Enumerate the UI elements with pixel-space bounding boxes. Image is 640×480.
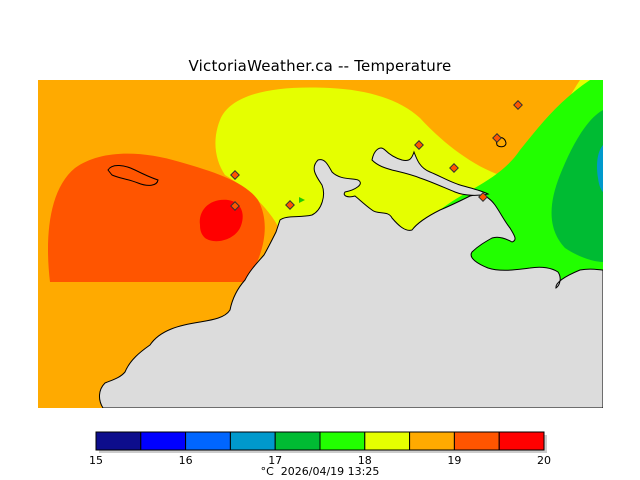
station-marker[interactable] [449,163,459,173]
inlet-coastline [371,147,490,196]
legend-tick-label: 16 [178,454,193,467]
legend-swatch [185,431,231,451]
island [107,165,159,186]
station-marker[interactable] [230,170,240,180]
legend-swatch [409,431,455,451]
temperature-contour-field [38,80,603,408]
legend-swatch [364,431,411,451]
legend-swatch [319,431,366,451]
contour-19-5-20 [199,199,243,242]
station-markers [230,100,523,211]
wind-arrow-marker[interactable] [299,197,305,203]
legend-swatch [274,431,321,451]
contour-19-19-5 [48,153,265,282]
contour-17-17-5 [551,110,603,262]
legend-tick-label: 19 [447,454,462,467]
station-marker[interactable] [492,133,502,143]
station-marker[interactable] [230,201,240,211]
contour-16-5-17 [597,145,603,192]
map-title: VictoriaWeather.ca -- Temperature [188,57,452,75]
map-footer: °C 2026/04/19 13:25 [0,465,640,478]
legend-tick-label: 20 [537,454,551,467]
legend-bar [95,431,547,453]
legend-swatch [140,431,187,451]
legend-swatch [498,431,545,451]
timestamp: 2026/04/19 13:25 [280,465,380,478]
legend-tick-label: 18 [357,454,372,467]
legend-tick-label: 15 [89,454,103,467]
legend-tick-label: 17 [268,454,283,467]
station-marker[interactable] [513,100,523,110]
legend-swatch [95,431,142,451]
legend-swatch [229,431,276,451]
unit-label: °C [260,465,274,478]
station-marker[interactable] [414,140,424,150]
station-marker[interactable] [478,192,488,202]
land-mass [99,159,603,408]
legend-swatch [453,431,500,451]
station-marker[interactable] [285,200,295,210]
